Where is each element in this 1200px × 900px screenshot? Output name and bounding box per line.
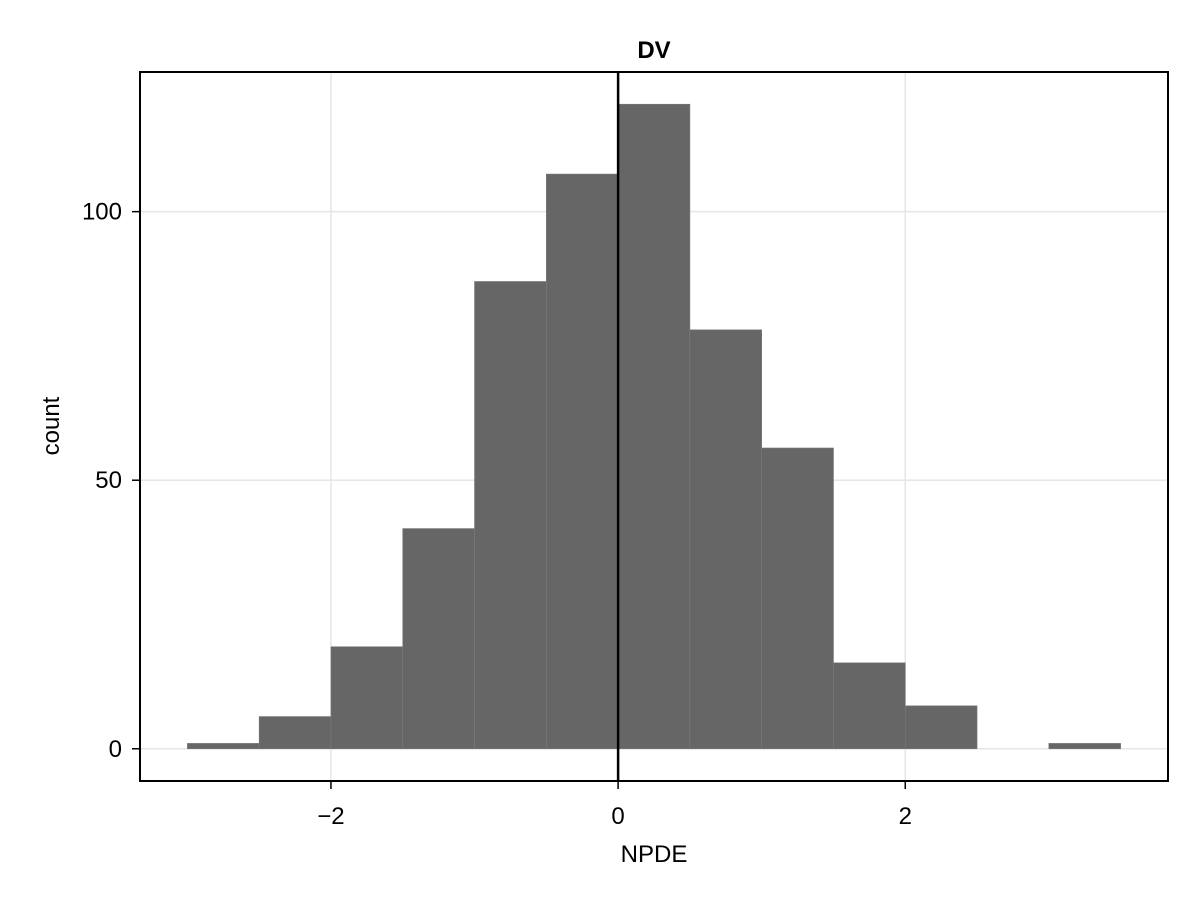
histogram-bar: [761, 447, 834, 750]
chart-title: DV: [637, 37, 670, 64]
y-axis-label: count: [38, 396, 65, 455]
histogram-bar: [187, 743, 260, 750]
plot-frame: [139, 71, 1169, 782]
histogram-bar: [689, 329, 762, 750]
histogram-bar: [474, 281, 547, 750]
histogram-bar: [617, 103, 691, 750]
x-axis-ticks: −2 0 2: [317, 781, 912, 830]
x-tick-label: 2: [899, 803, 912, 830]
histogram-bar: [904, 705, 978, 750]
histogram-bar: [546, 173, 619, 750]
y-tick-label: 0: [109, 736, 122, 763]
y-tick-label: 50: [95, 467, 122, 494]
histogram-bar: [1048, 743, 1121, 750]
histogram-bars: [187, 103, 1121, 750]
histogram-bar: [402, 528, 475, 750]
histogram-bar: [330, 646, 404, 750]
x-tick-label: 0: [611, 803, 624, 830]
y-axis-ticks: 0 50 100: [82, 199, 140, 763]
y-tick-label: 100: [82, 199, 122, 226]
histogram-bar: [833, 662, 906, 750]
x-axis-label: NPDE: [621, 841, 688, 868]
histogram-bar: [258, 716, 332, 750]
x-tick-label: −2: [317, 803, 344, 830]
